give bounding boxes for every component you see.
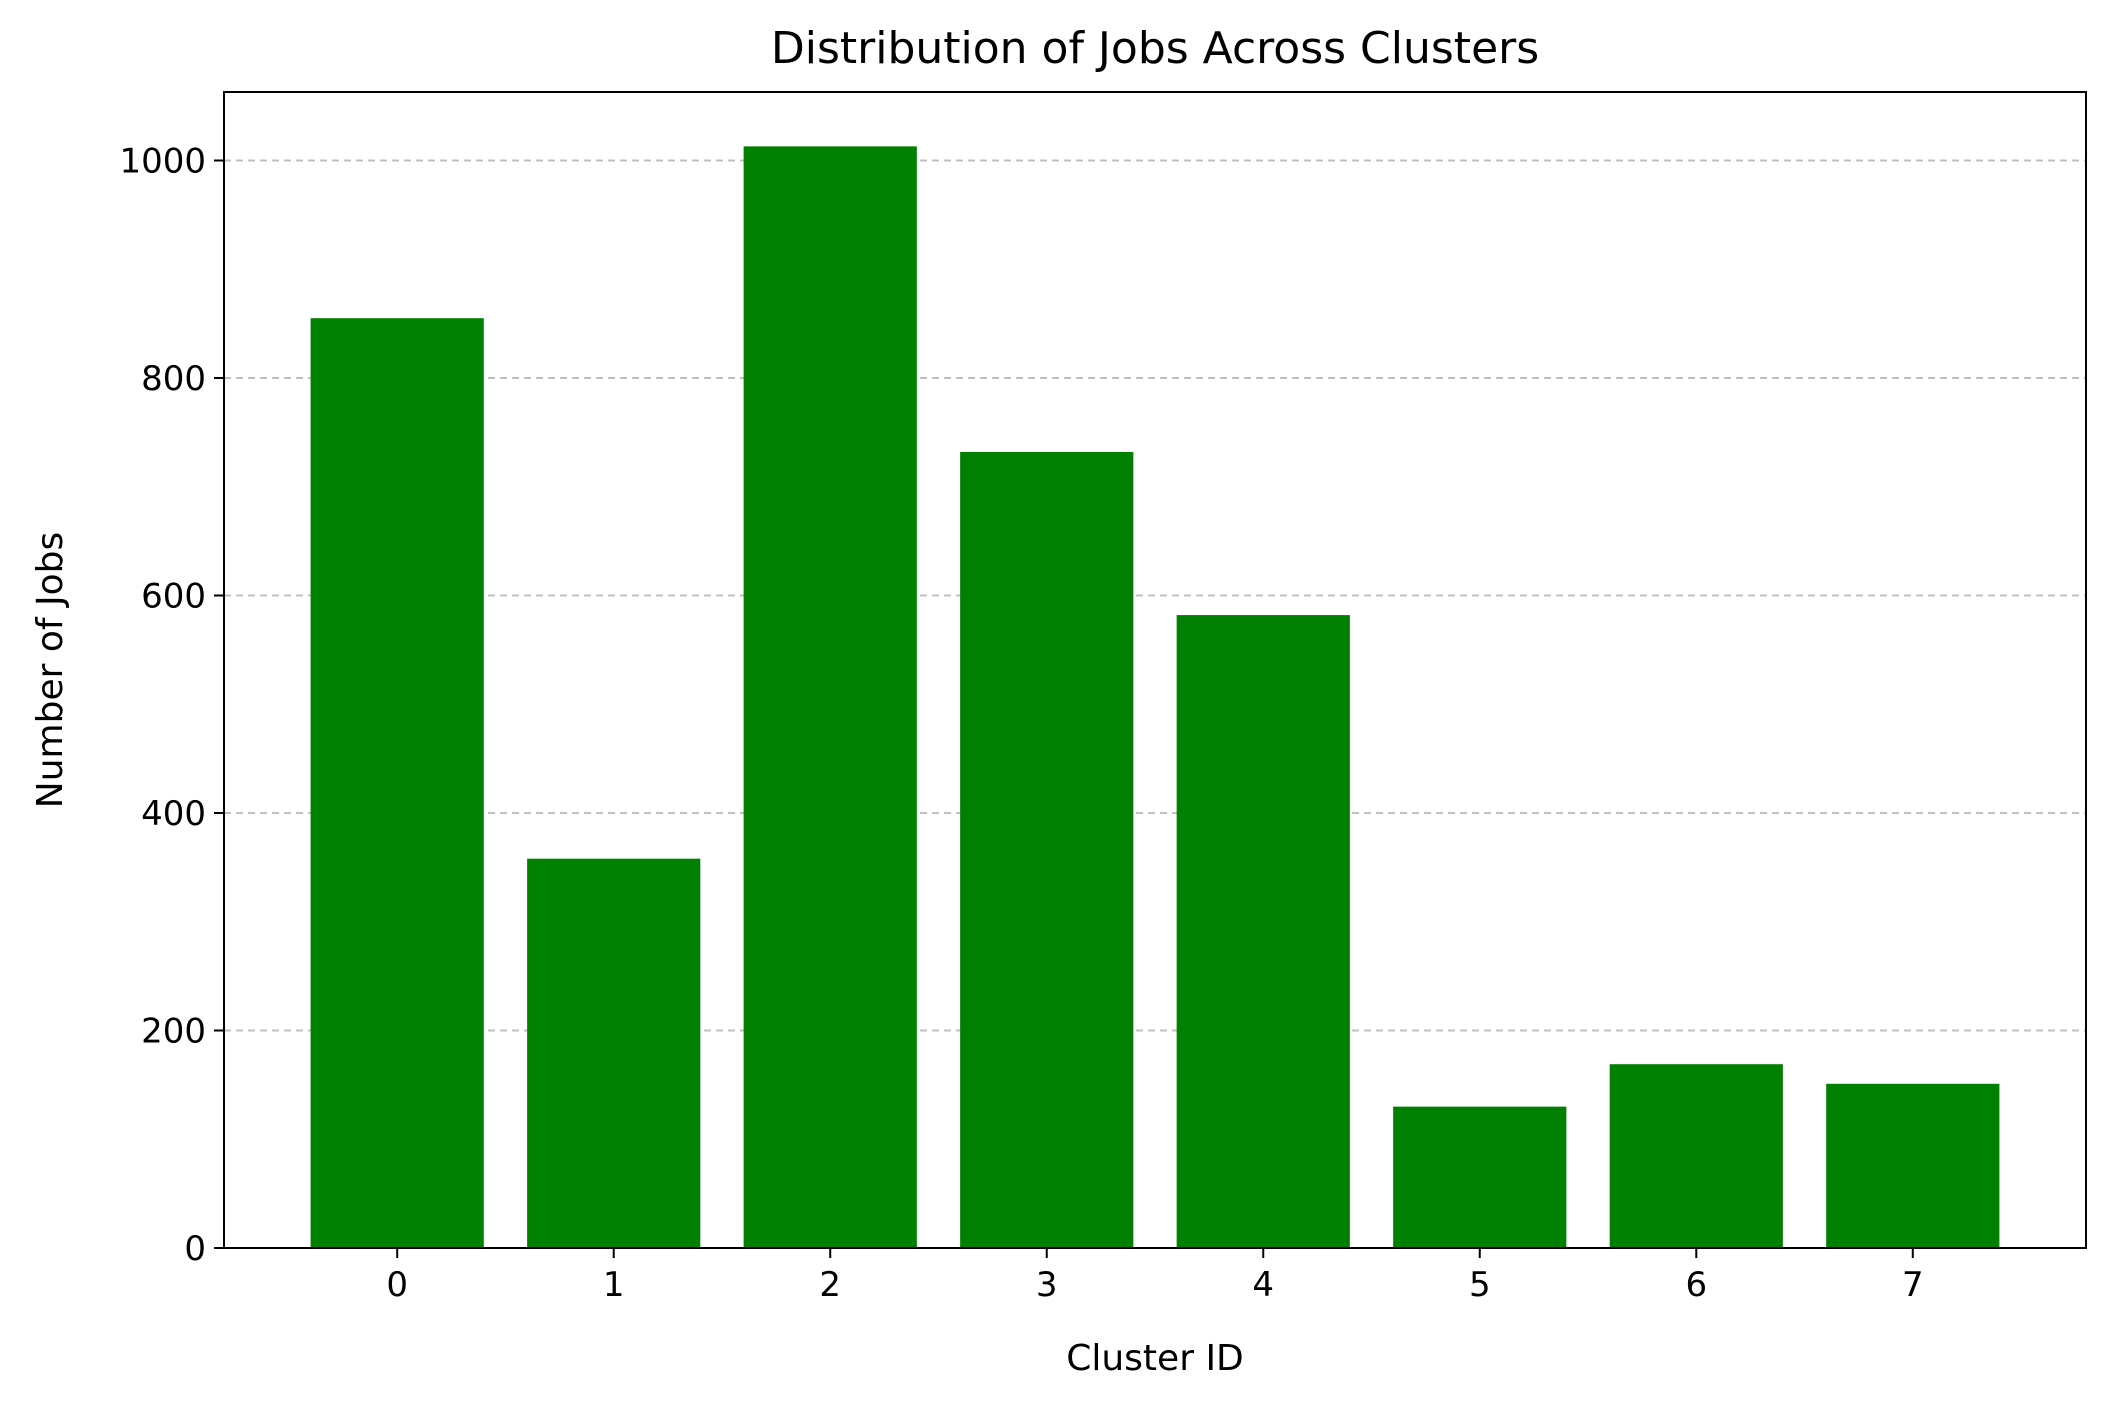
chart-title: Distribution of Jobs Across Clusters — [771, 23, 1539, 74]
x-axis-label: Cluster ID — [1066, 1338, 1244, 1379]
x-tick-label: 7 — [1902, 1265, 1924, 1305]
y-axis-label: Number of Jobs — [30, 532, 71, 808]
x-tick-label: 0 — [386, 1265, 408, 1305]
bar-cluster-0 — [310, 318, 484, 1249]
bar-cluster-6 — [1609, 1064, 1783, 1248]
y-tick-label: 400 — [141, 794, 206, 834]
x-tick-label: 4 — [1252, 1265, 1274, 1305]
x-tick-label: 5 — [1469, 1265, 1491, 1305]
y-tick-label: 1000 — [119, 142, 206, 182]
x-tick-label: 2 — [819, 1265, 841, 1305]
bar-cluster-4 — [1176, 615, 1350, 1248]
grid-lines — [224, 159, 2086, 1032]
x-tick-label: 1 — [603, 1265, 625, 1305]
bars — [310, 146, 2000, 1249]
x-ticks: 0 1 2 3 4 5 6 7 — [386, 1248, 1924, 1305]
y-tick-label: 0 — [184, 1229, 206, 1269]
y-tick-label: 800 — [141, 359, 206, 399]
bar-cluster-1 — [527, 858, 701, 1248]
x-tick-label: 3 — [1036, 1265, 1058, 1305]
y-tick-label: 600 — [141, 577, 206, 617]
bar-cluster-7 — [1826, 1083, 2000, 1248]
y-tick-label: 200 — [141, 1012, 206, 1052]
x-tick-label: 6 — [1685, 1265, 1707, 1305]
y-ticks: 0 200 400 600 800 1000 — [119, 142, 224, 1269]
bar-cluster-3 — [960, 451, 1134, 1248]
bar-cluster-2 — [743, 146, 917, 1249]
plot-frame — [223, 91, 2087, 1249]
bar-cluster-5 — [1393, 1106, 1567, 1248]
